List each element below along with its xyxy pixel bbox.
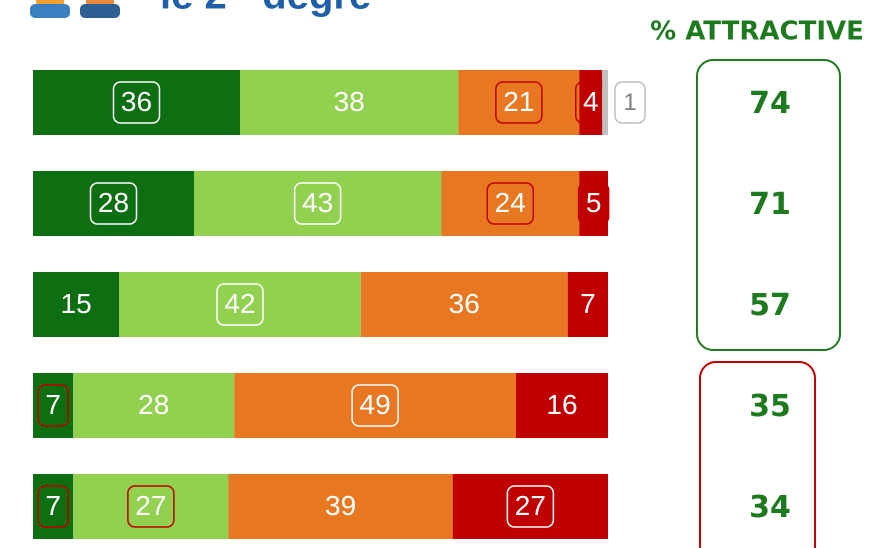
label-frame xyxy=(216,283,264,326)
segment-label: 27 xyxy=(135,490,166,521)
attractive-value: 74 xyxy=(749,86,791,121)
label-frame xyxy=(37,485,69,528)
segment-label: 49 xyxy=(360,389,391,420)
side-title: % ATTRACTIVE xyxy=(650,17,864,47)
bar-segment xyxy=(240,70,459,135)
bar-segment xyxy=(579,171,608,236)
label-frame xyxy=(614,81,646,124)
segment-label: 4 xyxy=(583,86,599,117)
segment-label: 15 xyxy=(61,288,92,319)
bar-segment xyxy=(73,474,229,539)
segment-label: 16 xyxy=(546,389,577,420)
bar-segment xyxy=(228,474,453,539)
bar-segment xyxy=(33,171,194,236)
segment-label: 1 xyxy=(623,89,636,116)
label-frame xyxy=(127,485,175,528)
bar-segment xyxy=(194,171,442,236)
label-frame xyxy=(506,485,555,528)
bar-segment xyxy=(33,373,74,438)
segment-label: 38 xyxy=(334,86,365,117)
label-frame xyxy=(37,384,69,427)
label-frame xyxy=(293,182,342,225)
bar-segment xyxy=(33,70,240,135)
segment-label: 7 xyxy=(580,288,596,319)
bar-segment xyxy=(33,474,74,539)
bar-segment xyxy=(602,70,608,135)
label-frame xyxy=(577,182,610,225)
segment-label: 28 xyxy=(98,187,129,218)
segment-label: 42 xyxy=(224,288,255,319)
segment-label: 27 xyxy=(515,490,546,521)
segment-label: 24 xyxy=(495,187,526,218)
unattractive-box xyxy=(699,361,816,548)
label-frame xyxy=(572,283,604,326)
label-frame xyxy=(495,81,543,124)
bar-segment xyxy=(458,70,580,135)
bar-segment xyxy=(567,272,608,337)
label-frame xyxy=(486,182,534,225)
bar-segment xyxy=(452,474,608,539)
bar-segment xyxy=(441,171,580,236)
attractive-value: 34 xyxy=(749,490,791,525)
title-icons xyxy=(30,0,120,18)
segment-label: 7 xyxy=(45,490,61,521)
bar-segment xyxy=(119,272,361,337)
segment-label: 7 xyxy=(45,389,61,420)
segment-label: 28 xyxy=(138,389,169,420)
segment-label: 43 xyxy=(302,187,333,218)
bar-segment xyxy=(360,272,568,337)
attractive-value: 57 xyxy=(749,288,791,323)
bar-segment xyxy=(579,70,603,135)
segment-label: 21 xyxy=(503,86,534,117)
attractive-value: 35 xyxy=(749,389,791,424)
chart-title: le 2 · degré xyxy=(160,0,371,18)
label-frame xyxy=(89,182,138,225)
segment-label: 36 xyxy=(449,288,480,319)
bar-segment xyxy=(234,373,516,438)
bar-segment xyxy=(73,373,235,438)
label-frame xyxy=(351,384,399,427)
bar-segment xyxy=(516,373,608,438)
bar-segment xyxy=(33,272,120,337)
attractive-value: 71 xyxy=(749,187,791,222)
segment-label: 5 xyxy=(586,187,602,218)
label-frame xyxy=(112,81,161,124)
segment-label: 39 xyxy=(325,490,356,521)
attractive-box xyxy=(696,59,841,351)
segment-label: 36 xyxy=(121,86,152,117)
